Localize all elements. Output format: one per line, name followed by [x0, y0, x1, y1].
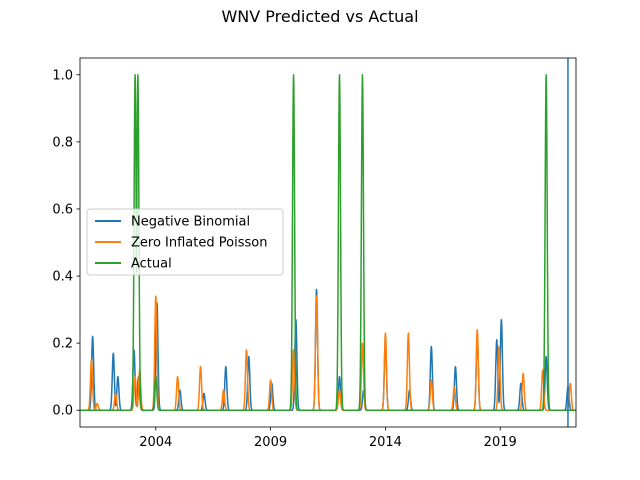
y-tick-label: 0.6 — [52, 202, 73, 217]
axes: 0.0 0.2 0.4 0.6 0.8 1.0 2004 2009 2014 2019 — [52, 57, 577, 450]
legend-label: Zero Inflated Poisson — [131, 236, 267, 251]
x-tick-label: 2004 — [139, 435, 172, 450]
x-tick-label: 2019 — [484, 435, 517, 450]
y-tick-label: 1.0 — [52, 68, 73, 83]
x-tick-label: 2009 — [254, 435, 287, 450]
series-line-2 — [80, 74, 576, 411]
chart-title: WNV Predicted vs Actual — [221, 7, 418, 26]
legend-box — [86, 208, 284, 276]
y-tick-label: 0.2 — [52, 337, 73, 352]
y-tick-label: 0.8 — [52, 135, 73, 150]
y-tick-label: 0.4 — [52, 270, 73, 285]
legend-label: Negative Binomial — [131, 215, 250, 230]
legend-label: Actual — [131, 257, 172, 272]
x-tick-label: 2014 — [369, 435, 402, 450]
y-tick-label: 0.0 — [52, 404, 73, 419]
legend: Negative Binomial Zero Inflated Poisson Ac… — [86, 208, 284, 276]
axes-frame — [79, 57, 577, 428]
plot-area — [80, 58, 576, 427]
